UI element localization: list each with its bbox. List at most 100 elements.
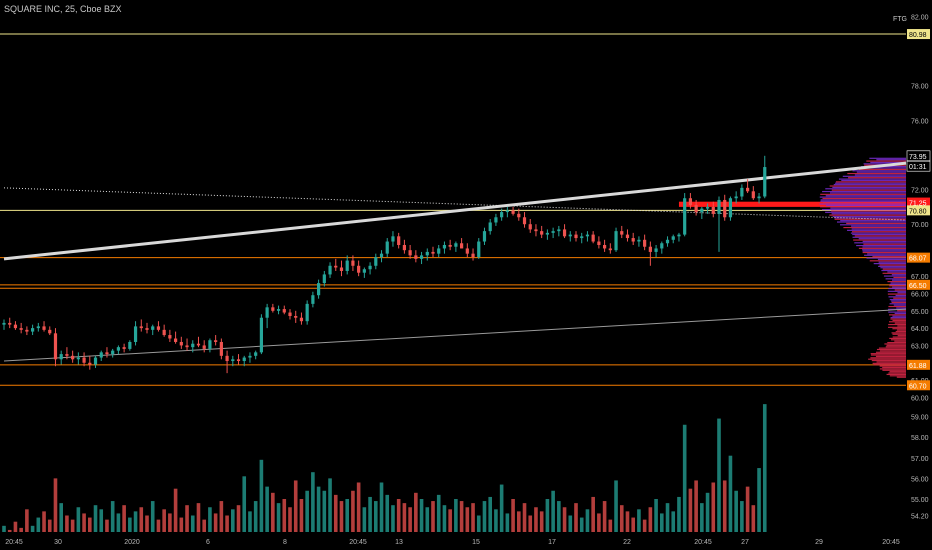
volume-bar-70 [402, 503, 407, 532]
volume-bar-81 [465, 507, 470, 532]
candle-body-51 [294, 315, 298, 318]
time-tick-12: 29 [815, 539, 823, 546]
profile-row-151 [858, 167, 906, 169]
volume-bar-40 [231, 509, 235, 532]
candle-body-100 [574, 234, 578, 239]
profile-row-99 [853, 239, 906, 241]
volume-tick-4: 55.00 [911, 497, 929, 504]
candle-body-71 [408, 250, 412, 256]
volume-bar-72 [414, 492, 418, 532]
candle-body-33 [191, 343, 195, 348]
volume-bar-89 [511, 499, 515, 532]
price-label-box-8 [907, 380, 930, 391]
volume-bar-60 [345, 499, 349, 532]
volume-bar-59 [339, 501, 344, 532]
profile-row-42 [890, 318, 906, 320]
profile-row-132 [820, 193, 906, 195]
candle-body-127 [728, 198, 733, 218]
candle-body-12 [71, 355, 75, 360]
candle-body-5 [31, 328, 35, 332]
volume-bar-102 [585, 509, 590, 532]
candle-body-121 [694, 205, 698, 213]
volume-bar-131 [751, 505, 756, 532]
time-tick-13: 20:45 [882, 539, 900, 546]
volume-bar-33 [190, 515, 195, 532]
volume-bar-98 [562, 507, 567, 532]
profile-row-21 [878, 347, 906, 349]
volume-bar-32 [185, 505, 189, 532]
profile-row-85 [877, 258, 906, 261]
volume-bar-8 [47, 519, 52, 532]
profile-row-27 [890, 339, 906, 341]
candle-body-131 [751, 191, 755, 199]
volume-bar-1 [7, 529, 12, 532]
profile-row-34 [897, 329, 906, 331]
volume-bar-87 [499, 484, 504, 532]
profile-row-10 [872, 362, 906, 364]
profile-row-146 [854, 174, 906, 176]
profile-row-110 [839, 224, 906, 226]
candle-body-79 [454, 243, 458, 247]
volume-bar-2 [13, 521, 18, 532]
volume-bar-67 [385, 494, 390, 532]
profile-row-105 [851, 231, 906, 233]
red-zone [678, 201, 906, 207]
candle-body-85 [488, 222, 492, 232]
volume-bar-29 [168, 513, 172, 532]
profile-row-5 [882, 369, 906, 371]
profile-row-130 [819, 196, 906, 198]
candle-body-2 [13, 324, 18, 329]
candle-body-98 [562, 229, 567, 237]
volume-bar-116 [665, 503, 670, 532]
volume-bars [2, 404, 767, 532]
trendline-1 [3, 187, 907, 221]
volume-bar-34 [196, 503, 201, 532]
volume-bar-50 [288, 507, 292, 532]
volume-bar-64 [368, 496, 372, 532]
profile-row-68 [890, 282, 906, 284]
volume-bar-38 [219, 501, 224, 532]
candle-body-66 [379, 253, 384, 258]
candle-body-77 [442, 244, 447, 249]
chart-title: SQUARE INC, 25, Cboe BZX [4, 4, 122, 14]
volume-bar-132 [757, 468, 761, 532]
candle-body-116 [665, 239, 670, 244]
candle-body-49 [282, 309, 286, 313]
profile-row-88 [864, 254, 906, 256]
profile-row-120 [831, 210, 906, 212]
volume-bar-53 [305, 490, 309, 532]
profile-row-144 [848, 177, 906, 179]
candle-body-6 [36, 326, 40, 329]
price-tick-7: 65.00 [911, 309, 929, 316]
volume-bar-46 [265, 486, 269, 532]
volume-bar-113 [648, 507, 653, 532]
profile-row-57 [893, 297, 906, 299]
volume-bar-94 [539, 511, 544, 532]
profile-row-15 [875, 355, 906, 358]
profile-row-127 [820, 200, 906, 202]
profile-row-112 [837, 221, 906, 223]
profile-row-158 [869, 157, 906, 159]
profile-row-37 [897, 325, 906, 327]
volume-bar-7 [42, 511, 46, 532]
volume-bar-17 [99, 509, 104, 532]
profile-row-51 [888, 305, 906, 308]
volume-bar-86 [494, 509, 498, 532]
time-tick-0: 20:45 [5, 539, 23, 546]
volume-bar-35 [202, 519, 206, 532]
profile-row-104 [850, 232, 906, 234]
candle-body-44 [254, 352, 258, 356]
price-label-5: 68.07 [909, 256, 927, 263]
candle-body-107 [614, 231, 618, 251]
candle-body-88 [505, 210, 509, 213]
candle-body-61 [351, 260, 355, 266]
price-label-box-3 [907, 197, 930, 208]
volume-bar-55 [316, 486, 321, 532]
candle-body-31 [179, 341, 183, 346]
profile-row-72 [893, 276, 906, 279]
candle-body-87 [500, 212, 504, 218]
volume-bar-85 [488, 496, 492, 532]
volume-bar-24 [139, 507, 144, 532]
volume-bar-49 [282, 499, 287, 532]
candle-body-30 [174, 338, 178, 342]
